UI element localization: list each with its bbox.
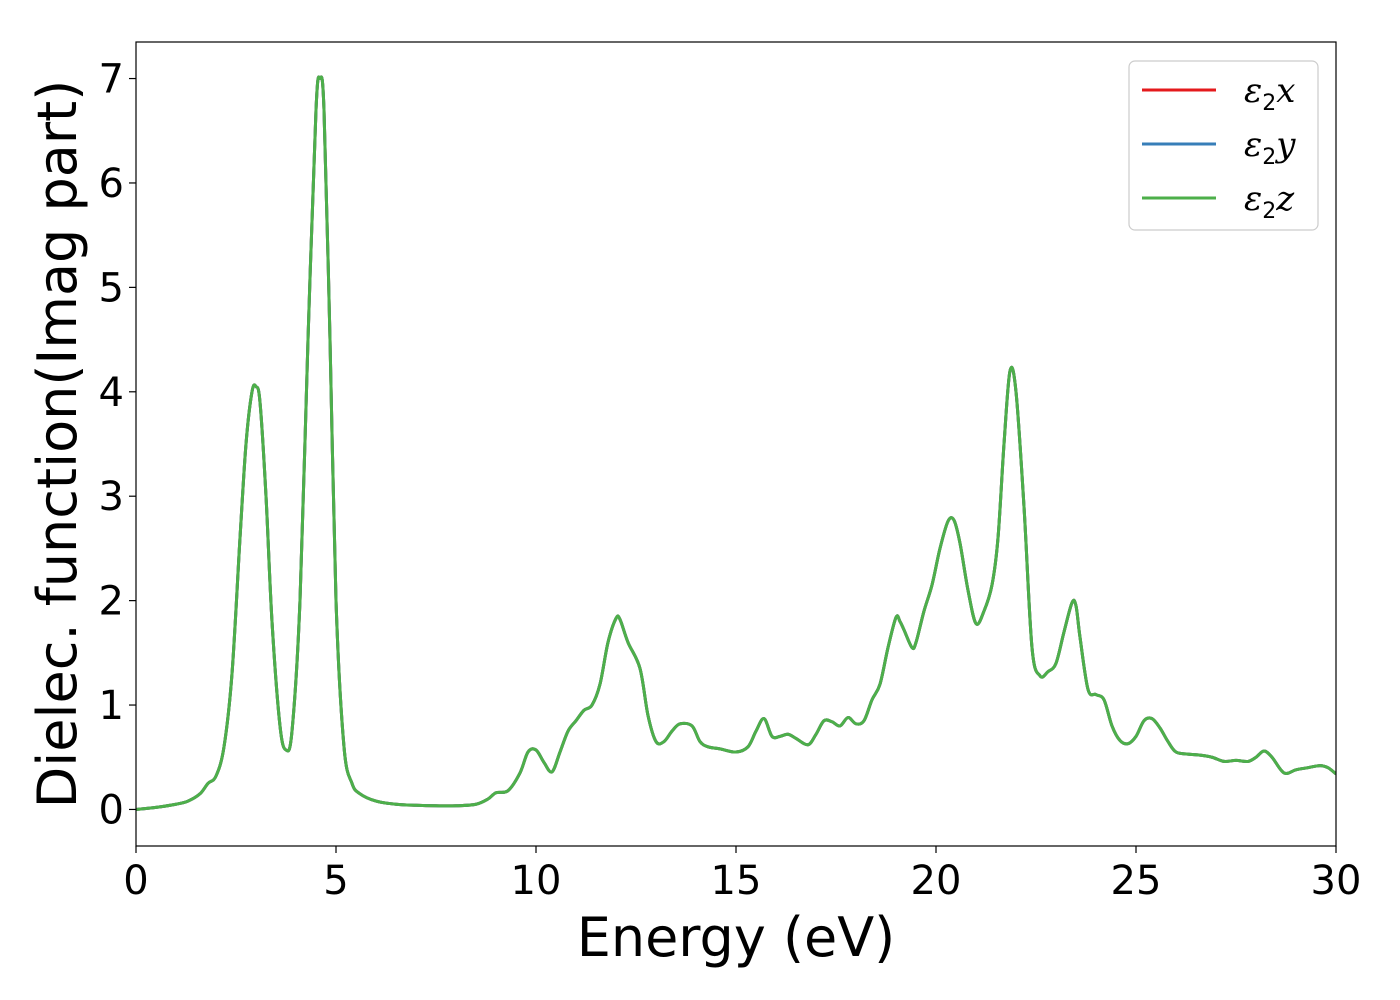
legend-axis: y xyxy=(1274,125,1296,165)
legend-axis: z xyxy=(1275,179,1295,219)
x-tick-label: 10 xyxy=(511,858,562,904)
x-tick-label: 25 xyxy=(1111,858,1162,904)
legend-axis: x xyxy=(1276,71,1295,111)
x-tick-label: 20 xyxy=(911,858,962,904)
series-line-z xyxy=(136,75,1336,811)
x-tick-label: 30 xyxy=(1311,858,1362,904)
legend-subscript: 2 xyxy=(1262,199,1276,224)
x-axis: 0 5 10 15 20 25 30 xyxy=(123,846,1361,904)
legend-symbol: ε xyxy=(1244,179,1262,219)
y-tick-label: 4 xyxy=(99,370,124,416)
legend-frame xyxy=(1128,60,1319,231)
x-tick-label: 0 xyxy=(123,858,148,904)
legend-subscript: 2 xyxy=(1262,145,1276,170)
legend-symbol: ε xyxy=(1244,125,1262,165)
legend-label-y: ε2y xyxy=(1244,125,1296,170)
y-tick-label: 6 xyxy=(99,161,124,207)
y-axis: 0 1 2 3 4 5 6 7 xyxy=(99,57,136,833)
series-layer xyxy=(136,75,1336,811)
x-axis-title: Energy (eV) xyxy=(577,906,896,969)
y-tick-label: 0 xyxy=(99,787,124,833)
y-tick-label: 5 xyxy=(99,265,124,311)
legend-subscript: 2 xyxy=(1262,91,1276,116)
x-tick-label: 15 xyxy=(711,858,762,904)
y-tick-label: 3 xyxy=(99,474,124,520)
legend-label-z: ε2z xyxy=(1244,179,1295,224)
legend-symbol: ε xyxy=(1244,71,1262,111)
legend-label-x: ε2x xyxy=(1244,71,1295,116)
y-tick-label: 1 xyxy=(99,683,124,729)
y-tick-label: 7 xyxy=(99,57,124,103)
y-axis-title: Dielec. function(Imag part) xyxy=(26,80,89,809)
y-tick-label: 2 xyxy=(99,579,124,625)
x-tick-label: 5 xyxy=(323,858,348,904)
